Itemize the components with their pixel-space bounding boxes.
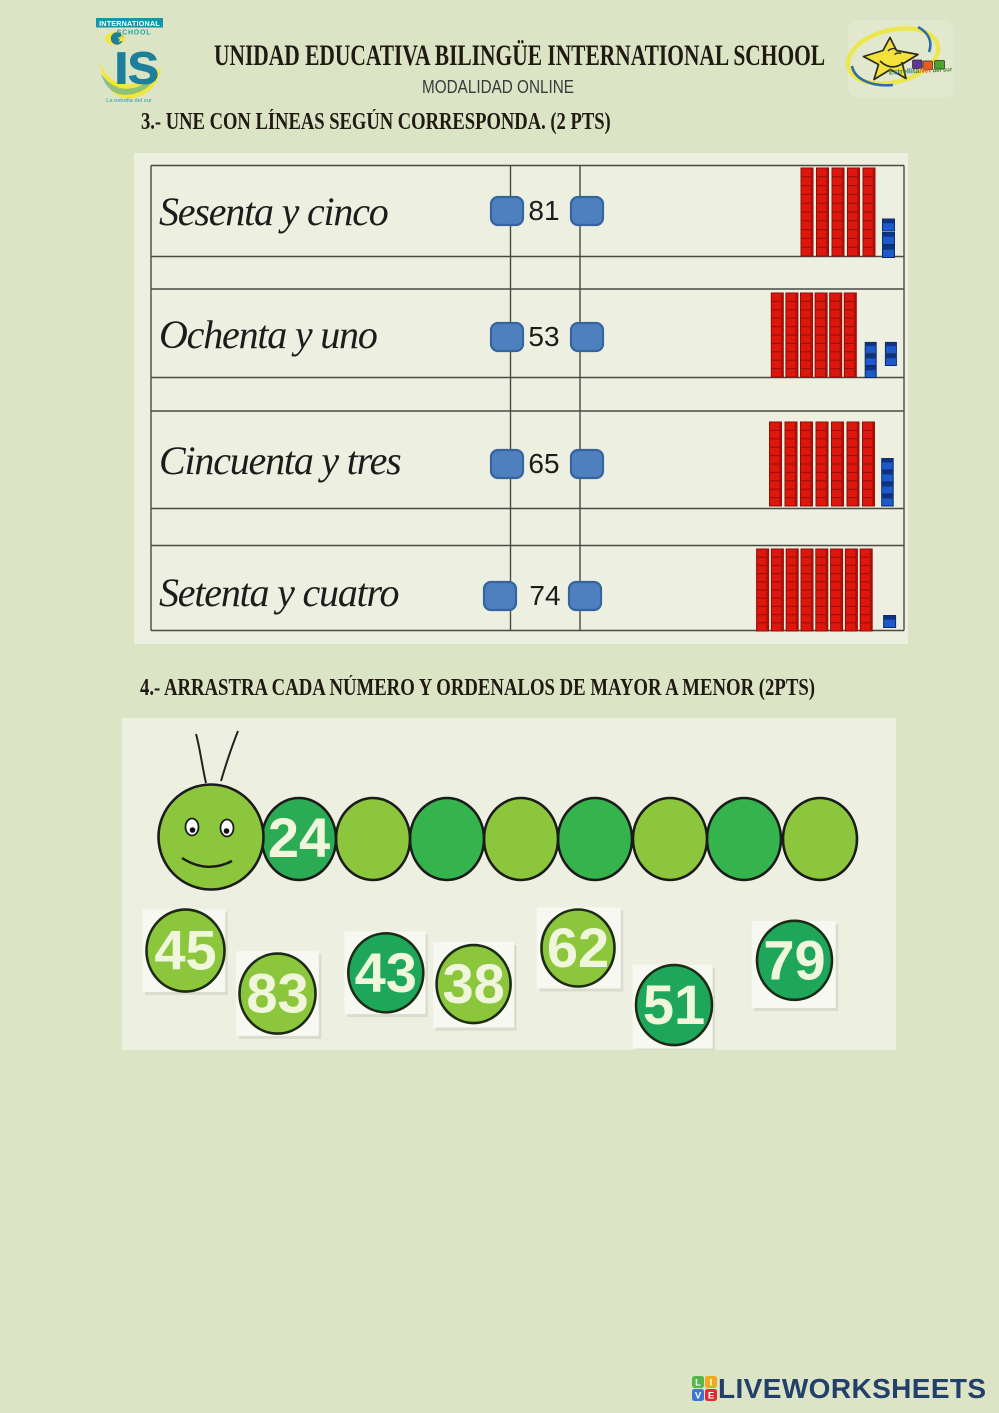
svg-text:V: V xyxy=(695,1390,702,1401)
svg-text:La estrella del sur: La estrella del sur xyxy=(106,98,152,104)
svg-text:Cincuenta y tres: Cincuenta y tres xyxy=(159,438,401,483)
svg-text:53: 53 xyxy=(528,321,559,352)
svg-text:Sesenta y cinco: Sesenta y cinco xyxy=(159,189,388,234)
svg-text:45: 45 xyxy=(154,919,216,982)
svg-text:Ochenta y uno: Ochenta y uno xyxy=(159,312,377,357)
svg-text:65: 65 xyxy=(528,448,559,479)
svg-text:LIVEWORKSHEETS: LIVEWORKSHEETS xyxy=(718,1373,987,1404)
svg-text:83: 83 xyxy=(246,962,308,1025)
svg-text:62: 62 xyxy=(547,916,609,979)
svg-text:24: 24 xyxy=(268,806,330,869)
svg-text:INTERNATIONAL: INTERNATIONAL xyxy=(99,19,160,28)
svg-text:74: 74 xyxy=(529,580,560,611)
svg-text:E: E xyxy=(708,1390,714,1401)
svg-text:SCHOOL: SCHOOL xyxy=(117,30,152,37)
svg-text:81: 81 xyxy=(528,195,559,226)
svg-text:EstrellitaNet del sur: EstrellitaNet del sur xyxy=(889,64,953,76)
svg-text:79: 79 xyxy=(763,928,825,991)
svg-text:Setenta y cuatro: Setenta y cuatro xyxy=(159,570,398,615)
svg-text:43: 43 xyxy=(355,941,417,1004)
svg-text:38: 38 xyxy=(442,952,504,1015)
svg-text:L: L xyxy=(695,1377,701,1388)
svg-text:I: I xyxy=(710,1377,713,1388)
svg-text:51: 51 xyxy=(643,973,705,1036)
